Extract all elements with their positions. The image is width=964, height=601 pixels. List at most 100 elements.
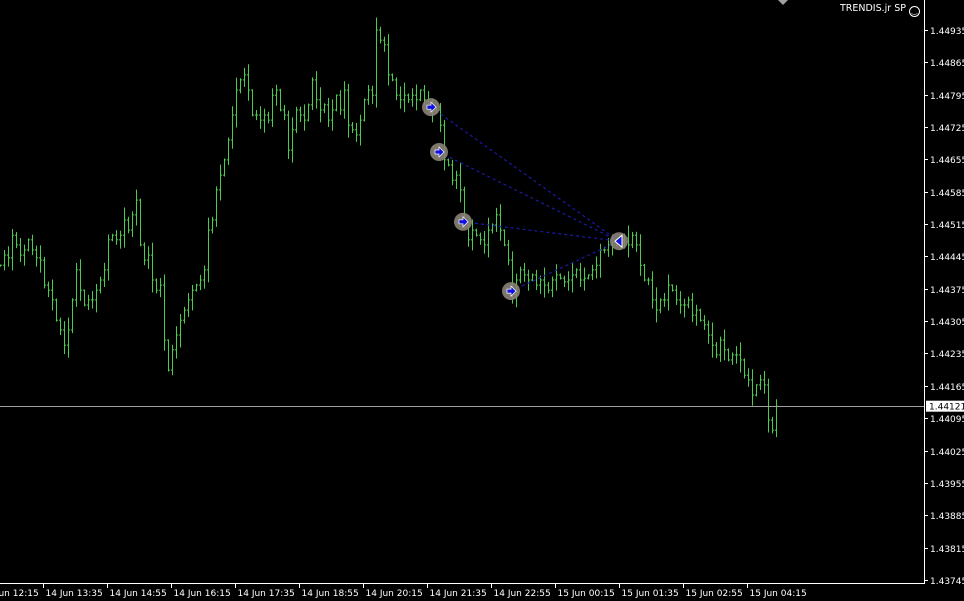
price-bar (71, 298, 74, 334)
price-bar (527, 269, 530, 291)
buy-arrow-icon[interactable] (502, 282, 520, 301)
price-bar (523, 262, 526, 282)
price-bar (471, 219, 474, 251)
price-bar (83, 289, 86, 307)
price-bar (3, 249, 6, 271)
price-bar (507, 239, 510, 266)
time-tick-label: 14 Jun 22:55 (494, 589, 551, 599)
smiley-icon: ‿ (909, 6, 920, 17)
price-tick-label: 1.44025 (930, 448, 964, 458)
price-bar (371, 85, 374, 104)
price-bar (491, 223, 494, 234)
price-bar (87, 294, 90, 311)
time-tick-label: 14 Jun 20:15 (366, 589, 423, 599)
price-bar (551, 276, 554, 298)
price-bar (207, 217, 210, 283)
price-bar (179, 313, 182, 348)
price-bar (191, 284, 194, 311)
price-bar (395, 77, 398, 101)
price-bar (115, 230, 118, 245)
price-bar (687, 296, 690, 309)
buy-arrow-icon[interactable] (454, 212, 472, 231)
signal-dashed-line (462, 221, 620, 242)
price-bar (215, 186, 218, 227)
price-bar (559, 273, 562, 280)
indicator-label: TRENDIS.jr SP ‿ (840, 3, 920, 17)
price-bar (771, 416, 774, 434)
price-bar (103, 262, 106, 287)
exit-arrow-icon[interactable] (610, 232, 628, 251)
price-bar (663, 292, 666, 307)
buy-arrow-icon[interactable] (422, 98, 440, 117)
price-bar (219, 164, 222, 201)
price-bar (315, 71, 318, 109)
time-tick-label: 14 Jun 17:35 (238, 589, 295, 599)
price-bar (343, 81, 346, 119)
price-bar (407, 93, 410, 104)
price-bar (231, 106, 234, 149)
price-bar (23, 244, 26, 266)
price-bar (607, 237, 610, 257)
price-tick-label: 1.44445 (930, 253, 964, 263)
price-bar (167, 339, 170, 372)
price-bar (583, 267, 586, 291)
time-tick-label: 15 Jun 00:15 (558, 589, 615, 599)
price-bar (655, 287, 658, 323)
price-bar (139, 198, 142, 247)
time-tick-label: 15 Jun 04:15 (750, 589, 807, 599)
price-bar (495, 207, 498, 232)
price-bar (279, 88, 282, 112)
chart-shift-marker[interactable] (778, 0, 788, 5)
price-bar (127, 216, 130, 234)
buy-arrow-icon[interactable] (430, 143, 448, 162)
price-bar (211, 216, 214, 234)
price-bar (503, 229, 506, 247)
price-bar (27, 238, 30, 252)
time-tick-label: 14 Jun 13:35 (46, 589, 103, 599)
price-bar (143, 242, 146, 266)
price-bar (755, 384, 758, 397)
price-bar (175, 326, 178, 359)
price-bar (451, 159, 454, 186)
price-bar (387, 34, 390, 86)
price-bar (567, 271, 570, 291)
price-bar (283, 104, 286, 121)
price-tick-label: 1.44305 (930, 318, 964, 328)
price-bar (647, 277, 650, 286)
price-bar (199, 274, 202, 291)
price-bar (763, 371, 766, 394)
price-bar (499, 204, 502, 241)
price-bar (519, 266, 522, 284)
price-bar (75, 262, 78, 307)
price-bar (311, 77, 314, 110)
price-tick-label: 1.44165 (930, 383, 964, 393)
time-tick-label: 15 Jun 01:35 (622, 589, 679, 599)
price-bar (775, 399, 778, 438)
price-tick-label: 1.44585 (930, 189, 964, 199)
price-bar (667, 274, 670, 311)
price-bar (591, 264, 594, 281)
price-tick-label: 1.43885 (930, 512, 964, 522)
price-bar (455, 170, 458, 189)
price-bar (267, 111, 270, 124)
time-tick-label: 14 Jun 14:55 (110, 589, 167, 599)
price-tick-label: 1.44095 (930, 415, 964, 425)
price-tick-label: 1.44935 (930, 27, 964, 37)
price-bar (235, 77, 238, 128)
price-bar (0, 264, 2, 267)
price-bar (419, 89, 422, 102)
indicator-name: TRENDIS.jr SP (839, 3, 906, 14)
price-bar (759, 374, 762, 391)
price-bar (571, 262, 574, 293)
price-bar (719, 336, 722, 362)
price-bar (643, 263, 646, 282)
price-bar (379, 26, 382, 44)
signal-dashed-line (430, 106, 620, 242)
price-bar (599, 243, 602, 278)
ohlc-bars (0, 17, 778, 438)
price-bar (319, 87, 322, 123)
price-bar (331, 99, 334, 131)
price-bar (675, 285, 678, 305)
price-bar (163, 274, 166, 351)
